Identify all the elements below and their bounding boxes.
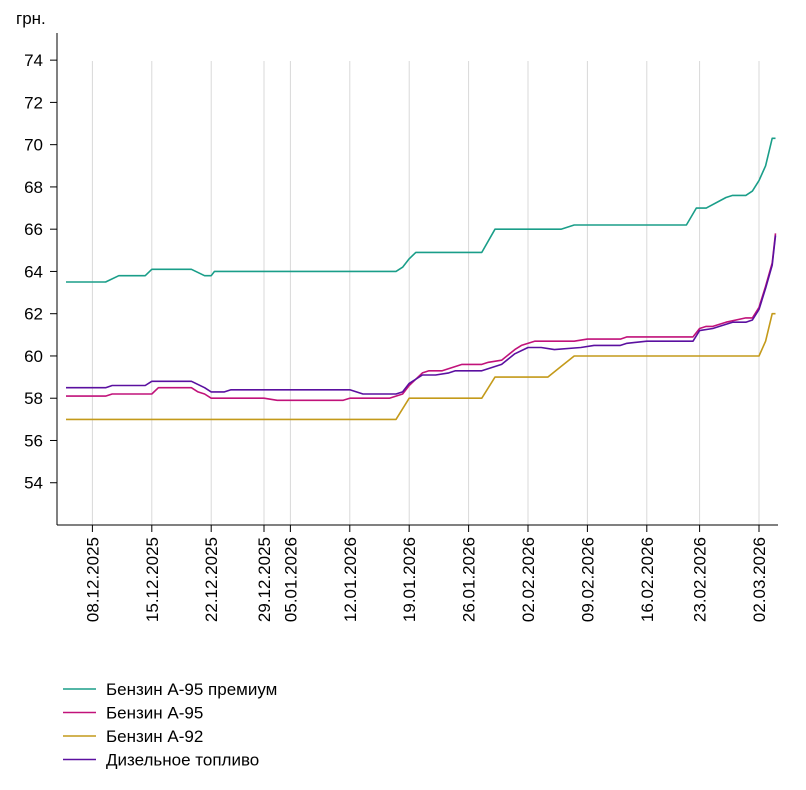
x-tick-label: 12.01.2026 (341, 537, 360, 622)
y-tick-label: 64 (24, 262, 43, 281)
x-tick-label: 02.03.2026 (750, 537, 769, 622)
series-line (66, 137, 776, 283)
x-tick-label: 26.01.2026 (460, 537, 479, 622)
legend-item: Дизельное топливо (63, 751, 259, 770)
series-line (66, 312, 776, 421)
legend: Бензин А-95 премиум Бензин А-95 Бензин А-9… (63, 680, 277, 770)
axes (56, 33, 778, 526)
legend-item: Бензин А-92 (63, 727, 203, 746)
legend-label: Бензин А-92 (106, 727, 203, 746)
x-tick-label: 22.12.2025 (202, 537, 221, 622)
x-ticks: 08.12.2025 15.12.2025 22.12.2025 29.12.2025… (83, 525, 769, 622)
x-tick-label: 09.02.2026 (578, 537, 597, 622)
legend-label: Бензин А-95 премиум (106, 680, 277, 699)
y-tick-label: 74 (24, 51, 43, 70)
y-tick-label: 66 (24, 220, 43, 239)
series-line (66, 233, 777, 402)
x-tick-label: 19.01.2026 (400, 537, 419, 622)
y-tick-label: 72 (24, 93, 43, 112)
x-tick-label: 05.01.2026 (281, 537, 300, 622)
y-tick-label: 60 (24, 347, 43, 366)
x-tick-label: 15.12.2025 (143, 537, 162, 622)
y-tick-label: 62 (24, 305, 43, 324)
x-tick-label: 23.02.2026 (691, 537, 710, 622)
series-line (66, 235, 777, 395)
legend-item: Бензин А-95 (63, 704, 203, 723)
series-lines (66, 137, 777, 421)
y-tick-label: 56 (24, 431, 43, 450)
y-tick-label: 70 (24, 136, 43, 155)
x-tick-label: 08.12.2025 (83, 537, 102, 622)
y-axis-unit-label: грн. (16, 9, 46, 28)
y-tick-label: 54 (24, 474, 43, 493)
y-tick-label: 58 (24, 389, 43, 408)
legend-label: Дизельное топливо (106, 751, 259, 770)
x-tick-label: 16.02.2026 (638, 537, 657, 622)
x-tick-label: 02.02.2026 (519, 537, 538, 622)
x-tick-label: 29.12.2025 (255, 537, 274, 622)
y-tick-label: 68 (24, 178, 43, 197)
legend-label: Бензин А-95 (106, 704, 203, 723)
legend-item: Бензин А-95 премиум (63, 680, 277, 699)
grid-lines (91, 61, 760, 525)
y-ticks: 54 56 58 60 62 64 66 68 70 72 74 (24, 51, 57, 493)
